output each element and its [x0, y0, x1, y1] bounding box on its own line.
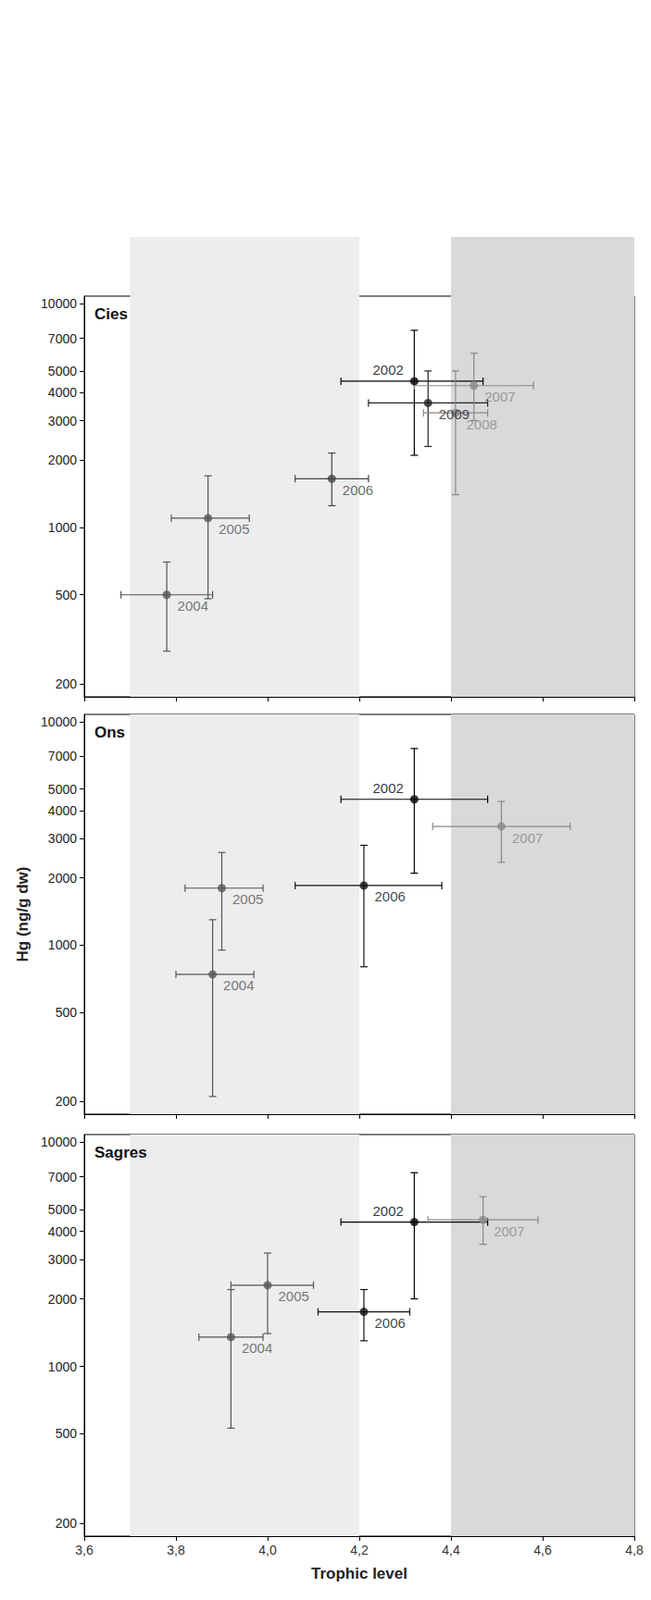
svg-text:7000: 7000: [48, 749, 77, 764]
svg-text:10000: 10000: [40, 714, 77, 730]
svg-text:2006: 2006: [374, 888, 405, 905]
svg-text:2008: 2008: [465, 416, 497, 433]
svg-text:500: 500: [55, 588, 78, 603]
svg-text:200: 200: [55, 1094, 78, 1110]
svg-text:2002: 2002: [373, 362, 404, 378]
svg-text:4000: 4000: [48, 1225, 77, 1240]
svg-text:500: 500: [55, 1427, 78, 1442]
svg-text:Trophic level: Trophic level: [311, 1565, 408, 1584]
svg-text:4,4: 4,4: [441, 1543, 461, 1559]
svg-text:2004: 2004: [223, 977, 254, 994]
svg-text:3000: 3000: [48, 831, 77, 847]
svg-text:4,8: 4,8: [625, 1543, 644, 1559]
svg-text:2005: 2005: [278, 1289, 310, 1305]
svg-text:Hg (ng/g dw): Hg (ng/g dw): [13, 867, 32, 964]
svg-text:10000: 10000: [40, 296, 77, 312]
svg-text:2004: 2004: [241, 1340, 273, 1357]
svg-text:2004: 2004: [177, 598, 209, 614]
svg-text:1000: 1000: [48, 1360, 77, 1376]
svg-text:7000: 7000: [48, 331, 77, 347]
svg-text:500: 500: [55, 1005, 78, 1021]
svg-text:4000: 4000: [48, 803, 77, 819]
svg-text:2005: 2005: [232, 891, 263, 908]
svg-text:3000: 3000: [48, 413, 77, 429]
svg-text:2006: 2006: [374, 1315, 405, 1332]
svg-text:7000: 7000: [48, 1170, 77, 1186]
svg-text:4,6: 4,6: [533, 1543, 552, 1559]
svg-text:2000: 2000: [48, 1292, 77, 1308]
svg-text:2009: 2009: [438, 406, 470, 423]
svg-text:2002: 2002: [373, 1203, 404, 1220]
svg-text:10000: 10000: [40, 1135, 77, 1151]
svg-text:5000: 5000: [48, 1202, 77, 1218]
svg-text:2006: 2006: [342, 482, 374, 499]
svg-text:5000: 5000: [48, 363, 77, 379]
svg-text:2007: 2007: [512, 830, 543, 847]
svg-text:2005: 2005: [218, 521, 250, 538]
svg-text:4000: 4000: [48, 385, 77, 401]
svg-text:3,6: 3,6: [75, 1543, 94, 1559]
svg-text:2007: 2007: [484, 388, 515, 405]
svg-text:1000: 1000: [48, 520, 77, 536]
svg-text:200: 200: [55, 1516, 78, 1532]
svg-text:Sagres: Sagres: [94, 1144, 148, 1163]
svg-text:2002: 2002: [373, 780, 404, 797]
svg-text:2007: 2007: [493, 1224, 525, 1240]
svg-text:1000: 1000: [48, 938, 77, 953]
svg-text:3000: 3000: [48, 1252, 77, 1268]
svg-text:5000: 5000: [48, 782, 77, 798]
svg-text:Ons: Ons: [94, 724, 126, 742]
svg-text:4,2: 4,2: [350, 1543, 369, 1559]
svg-text:3,8: 3,8: [166, 1543, 186, 1559]
svg-text:200: 200: [55, 676, 78, 692]
svg-text:2000: 2000: [48, 452, 77, 468]
svg-text:Cies: Cies: [94, 305, 128, 324]
svg-text:2000: 2000: [48, 871, 77, 887]
svg-text:4,0: 4,0: [258, 1543, 277, 1559]
